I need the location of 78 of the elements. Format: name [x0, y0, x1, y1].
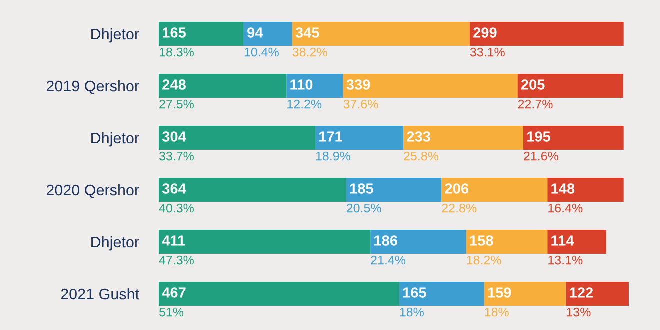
data-label: 165 [163, 28, 186, 38]
annotation: 21.4% [371, 256, 406, 265]
data-label: 233 [407, 132, 430, 142]
bar [523, 126, 624, 150]
bar [484, 282, 566, 306]
annotation: 40.3% [159, 204, 194, 213]
bar [286, 74, 344, 98]
annotation: 22.7% [518, 100, 553, 109]
bar [470, 22, 624, 46]
annotation: 38.2% [292, 48, 328, 57]
data-label: 114 [552, 236, 574, 246]
bar [159, 74, 287, 98]
bar [244, 22, 292, 46]
data-label: 165 [403, 288, 426, 298]
bar [566, 282, 629, 306]
annotation: 18.3% [160, 48, 194, 57]
annotation: 37.6% [344, 100, 378, 109]
bar [315, 126, 404, 150]
bar [518, 74, 624, 98]
annotation: 51% [160, 308, 184, 317]
data-label: 205 [521, 80, 545, 90]
data-label: 364 [162, 184, 186, 194]
annotation: 16.4% [548, 204, 583, 213]
annotation: 12.2% [288, 100, 322, 109]
data-label: 122 [570, 288, 594, 298]
annotation: 21.6% [524, 152, 558, 161]
data-label: 110 [290, 80, 313, 90]
annotation: 33.1% [470, 48, 505, 57]
data-label: 171 [320, 132, 343, 142]
annotation: 18.2% [467, 256, 502, 265]
bar [466, 230, 548, 254]
annotation: 13.1% [548, 256, 583, 265]
data-label: 299 [474, 28, 497, 38]
y-tick-label: Dhjetor [92, 236, 140, 251]
annotation: 10.4% [244, 48, 279, 57]
annotation: 13% [567, 308, 591, 317]
data-label: 339 [346, 80, 370, 90]
bar [442, 178, 548, 202]
annotation: 25.8% [404, 152, 439, 161]
bar [346, 178, 442, 202]
bar [159, 230, 371, 254]
data-label: 411 [162, 236, 186, 246]
bar [159, 178, 346, 202]
data-label: 186 [374, 236, 398, 246]
data-label: 304 [162, 132, 186, 142]
bar [370, 230, 466, 254]
data-label: 158 [470, 236, 494, 246]
annotation: 20.5% [347, 204, 382, 213]
data-label: 148 [552, 184, 575, 194]
data-label: 195 [527, 132, 550, 142]
bar [292, 22, 470, 46]
y-tick-label: Dhjetor [92, 28, 140, 43]
data-label: 345 [296, 28, 320, 38]
data-label: 206 [445, 184, 469, 194]
annotation: 33.7% [159, 152, 194, 161]
annotation: 18% [485, 308, 509, 317]
annotation: 47.3% [159, 256, 194, 265]
data-label: 159 [488, 288, 512, 298]
bar [159, 126, 316, 150]
y-tick-label: 2020 Qershor [46, 184, 140, 198]
data-label: 467 [162, 288, 186, 298]
y-tick-label: 2021 Gusht [61, 288, 140, 300]
annotation: 18% [400, 308, 424, 317]
annotation: 27.5% [160, 100, 194, 109]
bar [548, 230, 606, 254]
data-label: 94 [248, 28, 264, 38]
data-label: 248 [162, 80, 186, 90]
y-tick-label: Dhjetor [92, 132, 140, 147]
bar [343, 74, 518, 98]
bar [399, 282, 484, 306]
bar [548, 178, 624, 202]
data-label: 185 [350, 184, 374, 194]
annotation: 18.9% [316, 152, 350, 161]
annotation: 22.8% [442, 204, 477, 213]
bar [159, 22, 244, 46]
y-tick-label: 2019 Qershor [46, 80, 140, 94]
bar [404, 126, 524, 150]
bar [159, 282, 400, 306]
